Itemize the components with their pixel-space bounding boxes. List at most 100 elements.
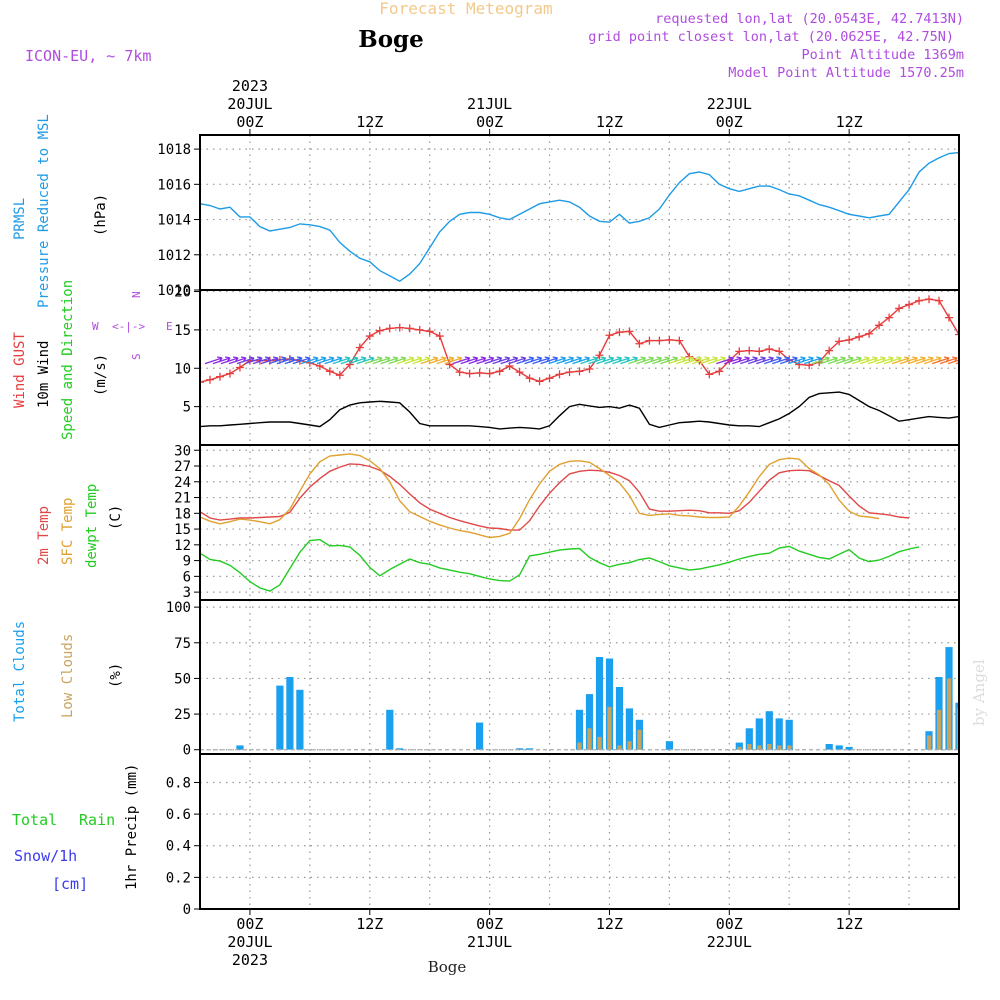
series-line-2m-temp [200,463,910,531]
time-label: 12Z [836,915,863,933]
gust-marker [655,336,664,345]
gust-marker [535,377,544,386]
ytick-label: 1012 [157,248,191,264]
gust-marker [615,328,624,337]
bar-low-clouds [926,735,932,750]
ytick-label: 18 [174,506,191,522]
ytick-label: 0.8 [166,775,191,791]
bar-total-clouds [386,709,394,750]
bar-low-clouds [637,729,642,750]
series-group [200,647,959,751]
gust-marker [365,332,374,341]
bar-total-clouds [825,744,833,750]
bar-total-clouds [835,745,843,750]
gust-marker [825,346,834,355]
ytick-label: 15 [174,323,191,339]
dewpoint-label: dewpt Temp [84,484,100,568]
ytick-label: 12 [174,538,191,554]
ytick-label: 3 [183,585,191,601]
clouds-unit-label: (%) [108,663,124,688]
model-altitude: Model Point Altitude 1570.25m [728,65,964,81]
time-label: 00Z [476,113,503,131]
gust-marker [200,378,204,387]
precip-unit-label: 1hr Precip (mm) [124,764,140,890]
gust-marker [645,336,654,345]
panels: 1010101210141016101851015203691215182124… [157,134,960,918]
gust-marker [945,313,954,322]
ytick-label: 10 [174,361,191,377]
time-label: 22JUL [707,95,752,113]
bar-total-clouds [396,748,404,750]
prmsl-label: PRMSL [12,198,28,240]
time-label: 12Z [596,113,623,131]
ytick-label: 75 [174,636,191,652]
time-label: 2023 [232,77,268,95]
time-label: 00Z [476,915,503,933]
gust-marker [935,296,944,305]
bar-total-clouds [745,728,753,750]
ytick-label: 30 [174,443,191,459]
gust-marker [675,336,684,345]
time-label: 12Z [356,915,383,933]
series-line-10m-wind [200,391,959,430]
bar-total-clouds [296,689,304,750]
bar-low-clouds [587,728,592,750]
bar-low-clouds [936,709,942,750]
ytick-label: 0 [183,902,191,918]
time-label: 2023 [232,951,268,969]
time-label: 00Z [236,113,263,131]
ytick-label: 20 [174,285,191,301]
gust-marker [235,363,244,372]
location-title: Boge [358,26,424,53]
time-label: 22JUL [707,933,752,951]
gust-marker [395,323,404,332]
bar-low-clouds [597,736,602,750]
ytick-label: 9 [183,554,191,570]
ytick-label: 24 [174,475,191,491]
ytick-label: 6 [183,569,191,585]
wind-unit-label: (m/s) [93,354,109,396]
gust-marker [495,367,504,376]
gust-marker [345,360,354,369]
gust-marker [515,368,524,377]
gust-marker [855,332,864,341]
time-label: 00Z [716,915,743,933]
panel-clouds: 0 25 50 75 100 [166,599,960,759]
bar-total-clouds [476,722,484,750]
wind-speed-direction-label: Speed and Direction [60,280,76,440]
bar-total-clouds [585,694,594,750]
bar-low-clouds [737,746,742,750]
gust-marker [795,360,804,369]
gust-marker [885,313,894,322]
ytick-label: 0.4 [166,839,191,855]
time-label: 00Z [716,113,743,131]
bar-total-clouds [845,746,853,750]
ytick-label: 1014 [157,213,191,229]
gust-marker [915,296,924,305]
bar-total-clouds [276,685,284,750]
gust-marker [605,331,614,340]
precip-cm-label: [cm] [52,875,88,893]
gust-marker [735,347,744,356]
bar-low-clouds [607,706,612,750]
panel-labels: PRMSL Pressure Reduced to MSL (hPa) Wind… [12,114,173,893]
ytick-label: 0.2 [166,870,191,886]
gust-marker [745,346,754,355]
series-group [200,453,920,592]
bar-total-clouds [625,708,633,750]
ytick-label: 25 [174,707,191,723]
time-label: 21JUL [467,933,512,951]
temp-sfc-label: SFC Temp [60,498,76,565]
panel-pressure: 1010 1012 1014 1016 1018 [157,134,960,299]
time-label: 12Z [356,113,383,131]
compass-icon: W E N S <-|-> [92,291,173,360]
gust-marker [325,367,334,376]
compass-north: N [130,291,143,298]
bar-total-clouds [236,745,244,750]
gust-marker [625,327,634,336]
ytick-label: 100 [166,600,191,616]
time-label: 12Z [596,915,623,933]
bar-total-clouds [595,657,604,750]
